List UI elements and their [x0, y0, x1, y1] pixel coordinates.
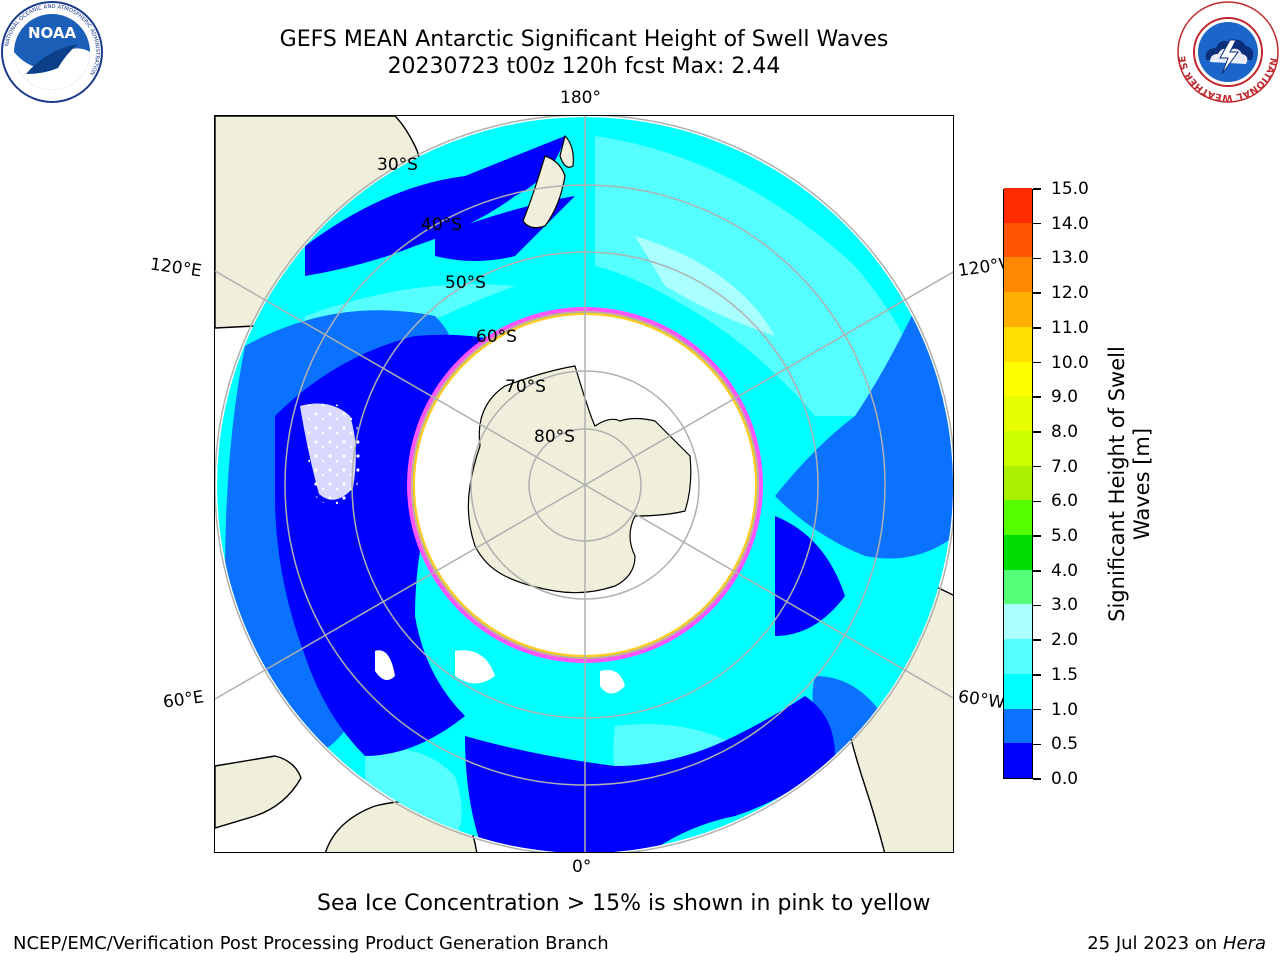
colorbar-tick-label: 1.5 — [1051, 664, 1079, 685]
colorbar-segment — [1004, 499, 1032, 536]
colorbar-tick — [1033, 396, 1041, 398]
lat-label-60s: 60°S — [476, 327, 517, 347]
colorbar-tick — [1033, 500, 1041, 503]
colorbar-segment — [1004, 291, 1032, 327]
colorbar-tick — [1033, 604, 1041, 607]
colorbar-segment — [1004, 465, 1032, 501]
colorbar-tick — [1033, 431, 1041, 433]
colorbar — [1003, 187, 1033, 779]
lat-label-30s: 30°S — [377, 155, 418, 175]
colorbar-segment — [1004, 742, 1032, 778]
colorbar-tick-label: 8.0 — [1051, 421, 1079, 442]
colorbar-tick-label: 9.0 — [1051, 387, 1079, 408]
colorbar-label: Significant Height of Swell Waves [m] — [1105, 284, 1155, 684]
colorbar-tick — [1033, 708, 1041, 711]
colorbar-segment — [1004, 569, 1032, 605]
colorbar-tick-label: 7.0 — [1051, 456, 1079, 477]
colorbar-tick-label: 1.0 — [1051, 699, 1079, 720]
colorbar-segment — [1004, 361, 1032, 397]
colorbar-tick — [1033, 465, 1041, 468]
credit-left: NCEP/EMC/Verification Post Processing Pr… — [13, 933, 609, 954]
credit-system: Hera — [1222, 933, 1266, 954]
lon-label-120w: 120°W — [956, 254, 1006, 282]
colorbar-tick — [1033, 257, 1041, 260]
lon-label-180: 180° — [560, 88, 601, 108]
colorbar-segment — [1004, 534, 1032, 570]
colorbar-segment — [1004, 430, 1032, 466]
colorbar-tick-label: 2.0 — [1051, 630, 1079, 651]
colorbar-tick-label: 0.5 — [1051, 734, 1079, 755]
colorbar-tick-label: 5.0 — [1051, 526, 1079, 547]
colorbar-tick — [1033, 361, 1041, 364]
colorbar-tick — [1033, 743, 1041, 746]
colorbar-segment — [1004, 222, 1032, 258]
colorbar-tick-label: 4.0 — [1051, 560, 1079, 581]
colorbar-tick — [1033, 222, 1041, 225]
colorbar-segment — [1004, 326, 1032, 362]
graticule — [215, 116, 953, 852]
lon-label-0: 0° — [572, 857, 592, 877]
colorbar-tick-label: 6.0 — [1051, 491, 1079, 512]
chart-subtitle: 20230723 t00z 120h fcst Max: 2.44 — [387, 54, 781, 79]
colorbar-tick — [1033, 188, 1041, 190]
colorbar-tick-label: 14.0 — [1051, 213, 1089, 234]
chart-title: GEFS MEAN Antarctic Significant Height o… — [279, 27, 889, 52]
colorbar-tick-label: 0.0 — [1051, 769, 1079, 789]
colorbar-label-line1: Significant Height of Swell — [1105, 346, 1129, 622]
colorbar-tick-label: 15.0 — [1051, 179, 1089, 199]
colorbar-tick-label: 3.0 — [1051, 595, 1079, 616]
swell-height-map: 30°S 40°S 50°S 60°S 70°S 80°S — [215, 116, 953, 852]
lat-label-50s: 50°S — [445, 273, 486, 293]
colorbar-tick-label: 11.0 — [1051, 317, 1089, 338]
colorbar-segment — [1004, 256, 1032, 293]
colorbar-segment — [1004, 187, 1032, 223]
colorbar-tick-label: 13.0 — [1051, 248, 1089, 269]
colorbar-tick — [1033, 639, 1041, 641]
map-panel: 30°S 40°S 50°S 60°S 70°S 80°S — [214, 115, 954, 853]
colorbar-segment — [1004, 638, 1032, 674]
nws-logo-icon: NATIONAL WEATHER SERVICE — [1176, 0, 1279, 103]
colorbar-tick — [1033, 292, 1041, 294]
colorbar-tick — [1033, 778, 1041, 780]
lat-label-70s: 70°S — [505, 377, 546, 397]
lat-label-40s: 40°S — [421, 215, 462, 235]
colorbar-segment — [1004, 708, 1032, 744]
colorbar-segment — [1004, 673, 1032, 709]
lon-label-120e: 120°E — [148, 254, 203, 282]
lon-label-60w: 60°W — [956, 686, 1006, 714]
colorbar-tick-label: 10.0 — [1051, 352, 1089, 373]
credit-right: 25 Jul 2023 on Hera — [1087, 933, 1266, 954]
svg-text:NOAA: NOAA — [28, 24, 77, 42]
lon-label-60e: 60°E — [161, 687, 206, 713]
latitude-labels: 30°S 40°S 50°S 60°S 70°S 80°S — [377, 155, 575, 447]
colorbar-segment — [1004, 603, 1032, 640]
noaa-logo-icon: NOAA NATIONAL OCEANIC AND ATMOSPHERIC AD… — [1, 1, 103, 103]
colorbar-tick — [1033, 327, 1041, 329]
colorbar-tick — [1033, 570, 1041, 572]
colorbar-tick-label: 12.0 — [1051, 283, 1089, 304]
colorbar-segment — [1004, 395, 1032, 431]
colorbar-tick — [1033, 535, 1041, 537]
sea-ice-footnote: Sea Ice Concentration > 15% is shown in … — [317, 891, 931, 916]
colorbar-label-line2: Waves [m] — [1130, 427, 1154, 541]
lat-label-80s: 80°S — [534, 427, 575, 447]
colorbar-tick — [1033, 674, 1041, 676]
credit-date: 25 Jul 2023 on — [1087, 933, 1223, 954]
